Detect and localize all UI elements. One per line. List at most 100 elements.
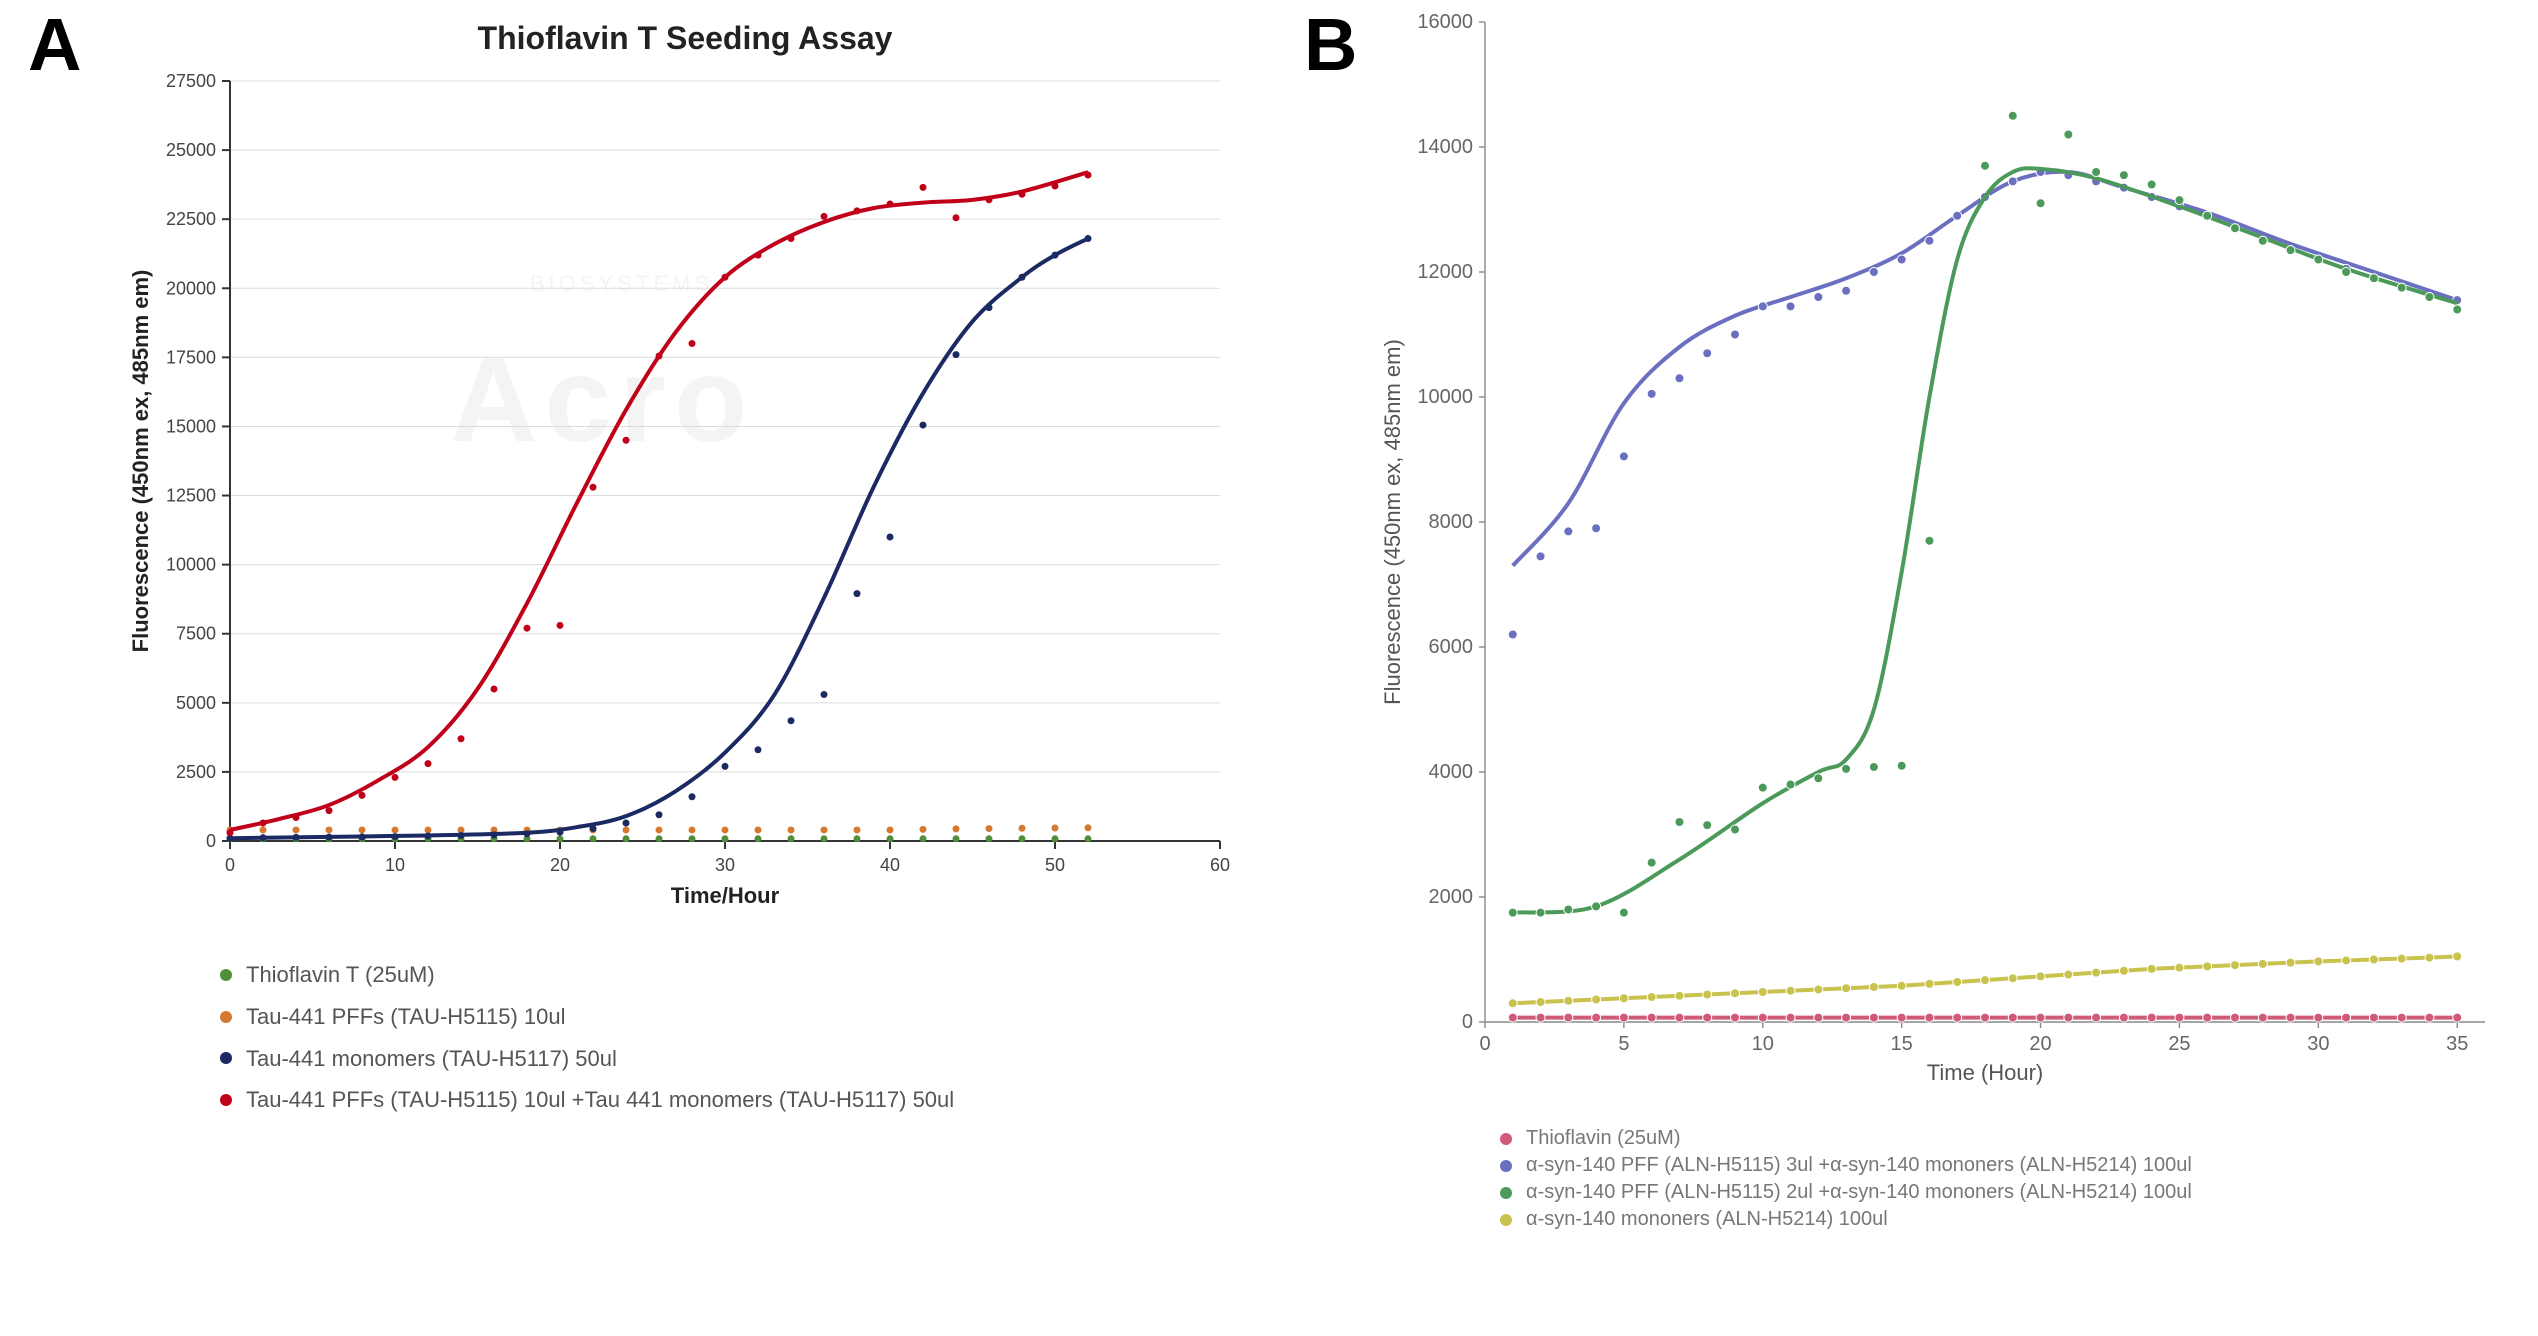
chart-a-series-point-seededA (1052, 183, 1059, 190)
chart-a-series-point-pffA (788, 826, 795, 833)
chart-b-svg: 0200040006000800010000120001400016000051… (1370, 2, 2510, 1102)
legend-dot-icon (220, 1052, 232, 1064)
chart-b-series-point-asynMono (2369, 955, 2378, 964)
chart-b-series-point-asyn2 (2008, 111, 2017, 120)
chart-b-series-point-thtB (1647, 1013, 1656, 1022)
legend-dot-icon (1500, 1187, 1512, 1199)
chart-b-series-point-thtB (2147, 1013, 2156, 1022)
chart-a-ytick-label: 15000 (166, 416, 216, 436)
chart-a-series-point-seededA (359, 792, 366, 799)
chart-a-series-point-monoA (953, 351, 960, 358)
chart-b-series-point-asyn3 (1731, 330, 1740, 339)
chart-b-xtick-label: 20 (2029, 1033, 2051, 1055)
chart-a-series-point-pffA (392, 826, 399, 833)
chart-a-series-point-monoA (986, 304, 993, 311)
chart-a-series-point-seededA (293, 814, 300, 821)
chart-b-series-point-asyn2 (2369, 274, 2378, 283)
chart-b-series-point-thtB (2314, 1013, 2323, 1022)
chart-b-series-point-asyn3 (1564, 527, 1573, 536)
chart-b-series-point-thtB (1564, 1013, 1573, 1022)
chart-a-series-point-monoA (854, 590, 861, 597)
chart-a-series-point-pffA (689, 826, 696, 833)
chart-a-ytick-label: 12500 (166, 486, 216, 506)
chart-a-series-point-seededA (689, 340, 696, 347)
panel-label-b: B (1304, 2, 1357, 87)
chart-b-series-point-thtB (1731, 1013, 1740, 1022)
chart-a-series-point-seededA (854, 207, 861, 214)
chart-a-series-line-monoA (230, 239, 1088, 839)
chart-b-series-point-asynMono (1897, 981, 1906, 990)
chart-a-xtick-label: 60 (1210, 855, 1230, 875)
chart-b-series-point-thtB (2231, 1013, 2240, 1022)
chart-b-series-point-asynMono (2036, 972, 2045, 981)
chart-a-series-point-pffA (854, 826, 861, 833)
chartA-legend-label: Thioflavin T (25uM) (246, 954, 435, 996)
chart-a-series-point-thtA (1085, 835, 1092, 842)
chart-b-ytick-label: 16000 (1417, 11, 1473, 33)
chart-b-series-point-thtB (2425, 1013, 2434, 1022)
chart-b-series-point-asyn2 (2397, 283, 2406, 292)
chart-b-series-point-asyn3 (1897, 255, 1906, 264)
chart-b-series-point-asynMono (1814, 985, 1823, 994)
chart-a-series-point-monoA (722, 763, 729, 770)
chart-a-series-point-monoA (392, 833, 399, 840)
chart-a-ytick-label: 7500 (176, 624, 216, 644)
chartB-legend-label: α-syn-140 PFF (ALN-H5115) 3ul +α-syn-140… (1526, 1152, 2192, 1179)
chart-a-series-point-monoA (920, 422, 927, 429)
chart-b-series-point-asyn2 (1758, 783, 1767, 792)
chart-a-series-point-monoA (755, 746, 762, 753)
chart-a-series-point-monoA (1019, 274, 1026, 281)
chart-b-series-point-thtB (2203, 1013, 2212, 1022)
chart-a-series-point-thtA (557, 835, 564, 842)
chart-b-series-point-asyn2 (1869, 763, 1878, 772)
chart-b-series-point-asynMono (1981, 976, 1990, 985)
chart-b-series-point-thtB (1508, 1013, 1517, 1022)
chart-b-series-point-asyn2 (1675, 818, 1684, 827)
chart-a-series-point-thtA (623, 835, 630, 842)
chart-a-series-point-thtA (722, 835, 729, 842)
chart-b-series-point-thtB (2369, 1013, 2378, 1022)
chart-a-ytick-label: 22500 (166, 209, 216, 229)
chart-b-series-point-thtB (1675, 1013, 1684, 1022)
chart-a-series-point-pffA (326, 826, 333, 833)
chart-a-xtick-label: 40 (880, 855, 900, 875)
chart-a-ytick-label: 10000 (166, 555, 216, 575)
chart-b-series-point-asyn3 (1814, 293, 1823, 302)
chart-a-series-point-monoA (689, 793, 696, 800)
chart-b-series-point-asyn2 (2258, 236, 2267, 245)
chart-b-ytick-label: 0 (1462, 1011, 1473, 1033)
chart-a-series-point-seededA (788, 235, 795, 242)
chart-a-series-point-seededA (557, 622, 564, 629)
chart-b-series-point-thtB (1536, 1013, 1545, 1022)
chart-b-series-point-asynMono (1619, 994, 1628, 1003)
chart-b-series-point-asyn3 (1842, 286, 1851, 295)
chart-a-series-point-thtA (854, 835, 861, 842)
chart-b-xtick-label: 30 (2307, 1033, 2329, 1055)
chart-b-series-point-asyn2 (1647, 858, 1656, 867)
chart-a-xtick-label: 50 (1045, 855, 1065, 875)
chart-b-legend: Thioflavin (25uM)α-syn-140 PFF (ALN-H511… (1370, 1125, 2510, 1233)
chart-b-series-point-asynMono (2453, 952, 2462, 961)
chart-b-series-point-asynMono (2119, 966, 2128, 975)
chart-b-series-point-thtB (1953, 1013, 1962, 1022)
chart-b-series-point-asyn2 (2342, 268, 2351, 277)
chart-b-series-point-thtB (1758, 1013, 1767, 1022)
chart-b-series-point-thtB (2258, 1013, 2267, 1022)
chartA-legend-item: Tau-441 PFFs (TAU-H5115) 10ul +Tau 441 m… (220, 1079, 1250, 1121)
chart-b-ytick-label: 8000 (1429, 511, 1474, 533)
chart-b-series-point-asynMono (2008, 974, 2017, 983)
chart-a-series-point-pffA (953, 825, 960, 832)
chart-b-series-point-asyn2 (2092, 168, 2101, 177)
chart-a-series-point-pffA (623, 826, 630, 833)
legend-dot-icon (220, 1011, 232, 1023)
chartA-legend-item: Tau-441 PFFs (TAU-H5115) 10ul (220, 996, 1250, 1038)
chart-a-series-point-monoA (788, 717, 795, 724)
panel-label-a: A (28, 2, 81, 87)
chart-b-series-point-thtB (2008, 1013, 2017, 1022)
chart-a-series-point-pffA (920, 826, 927, 833)
chart-a-series-point-seededA (656, 352, 663, 359)
chart-a-series-point-seededA (722, 274, 729, 281)
chart-a-xtick-label: 0 (225, 855, 235, 875)
chart-b-series-line-asyn3 (1513, 172, 2457, 566)
chart-b-series-point-thtB (1897, 1013, 1906, 1022)
